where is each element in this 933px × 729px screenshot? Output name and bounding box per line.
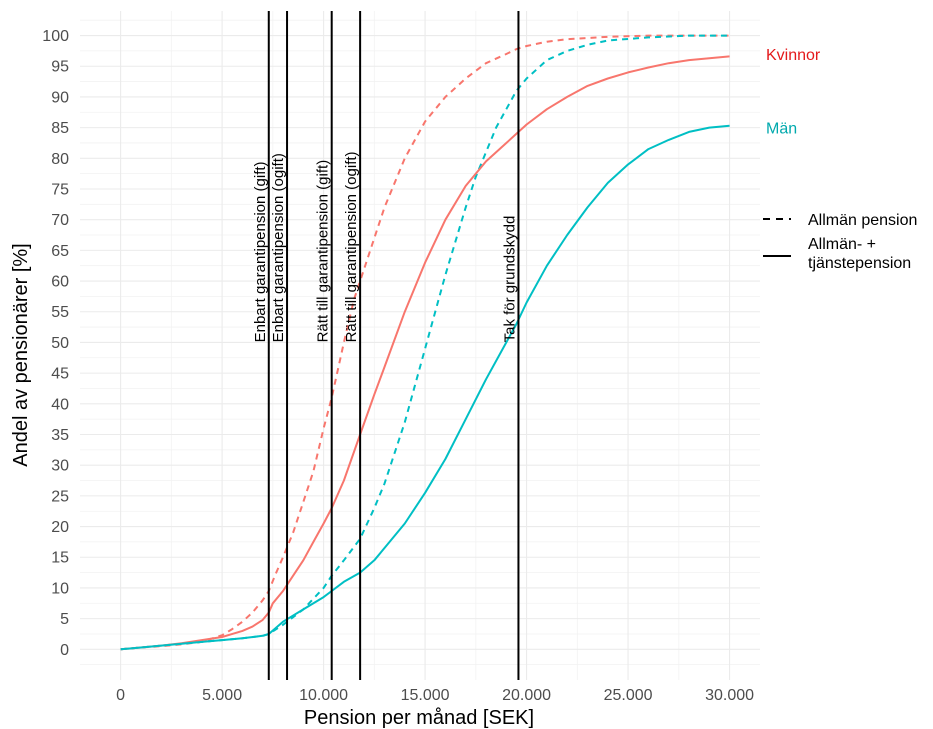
y-tick-label: 80 xyxy=(51,151,69,168)
y-tick-label: 100 xyxy=(42,28,69,45)
series-layer xyxy=(120,34,730,651)
x-tick-label: 15.000 xyxy=(401,687,450,704)
y-tick-label: 55 xyxy=(51,304,69,321)
y-tick-label: 65 xyxy=(51,243,69,260)
vline-label-2: Rätt till garantipension (gift) xyxy=(315,160,332,343)
vline-label-0: Enbart garantipension (gift) xyxy=(252,161,269,342)
y-tick-label: 15 xyxy=(51,550,69,567)
grid-major xyxy=(80,11,760,680)
y-tick-label: 30 xyxy=(51,458,69,475)
y-tick-label: 90 xyxy=(51,89,69,106)
y-tick-label: 35 xyxy=(51,427,69,444)
y-tick-label: 5 xyxy=(60,611,69,628)
vline-label-1: Enbart garantipension (ogift) xyxy=(270,153,287,342)
y-tick-label: 85 xyxy=(51,120,69,137)
legend-label-line2: tjänstepension xyxy=(808,255,911,272)
y-axis-ticks: 0 5 10 15 20 25 30 35 40 45 50 55 60 65 70 75 80 85 90 95 10… xyxy=(42,28,69,659)
series-labels: Kvinnor Män xyxy=(766,47,821,138)
y-tick-label: 70 xyxy=(51,212,69,229)
y-tick-label: 45 xyxy=(51,366,69,383)
vertical-reference-lines: Enbart garantipension (gift) Enbart garan… xyxy=(252,11,520,680)
y-tick-label: 75 xyxy=(51,181,69,198)
x-tick-label: 25.000 xyxy=(604,687,653,704)
series-line-kvinnor-dashed xyxy=(120,34,730,651)
legend-label-allman-tjanstepension: Allmän- + tjänstepension xyxy=(808,236,911,272)
vline-label-3: Rätt till garantipension (ogift) xyxy=(343,151,360,342)
y-tick-label: 0 xyxy=(60,642,69,659)
y-axis-title: Andel av pensionärer [%] xyxy=(10,243,32,466)
x-axis-ticks: 0 5.000 10.000 15.000 20.000 25.000 30.000 xyxy=(116,687,754,704)
y-tick-label: 60 xyxy=(51,274,69,291)
series-label-kvinnor: Kvinnor xyxy=(766,47,821,64)
y-tick-label: 10 xyxy=(51,580,69,597)
legend-label-line1: Allmän- + xyxy=(808,236,876,253)
grid-minor xyxy=(80,11,760,680)
vline-label-4: Tak för grundskydd xyxy=(501,216,518,343)
series-line-kvinnor-solid xyxy=(120,55,730,651)
legend: Allmän pension Allmän- + tjänstepension xyxy=(763,212,917,272)
y-tick-label: 20 xyxy=(51,519,69,536)
legend-label-allman-pension: Allmän pension xyxy=(808,212,917,229)
series-label-man: Män xyxy=(766,121,797,138)
x-tick-label: 5.000 xyxy=(202,687,242,704)
y-tick-label: 95 xyxy=(51,59,69,76)
x-tick-label: 30.000 xyxy=(705,687,754,704)
x-tick-label: 10.000 xyxy=(299,687,348,704)
y-tick-label: 50 xyxy=(51,335,69,352)
series-line-man-solid xyxy=(120,124,730,651)
x-tick-label: 20.000 xyxy=(502,687,551,704)
x-axis-title: Pension per månad [SEK] xyxy=(304,707,534,729)
x-tick-label: 0 xyxy=(116,687,125,704)
y-tick-label: 40 xyxy=(51,396,69,413)
y-tick-label: 25 xyxy=(51,488,69,505)
